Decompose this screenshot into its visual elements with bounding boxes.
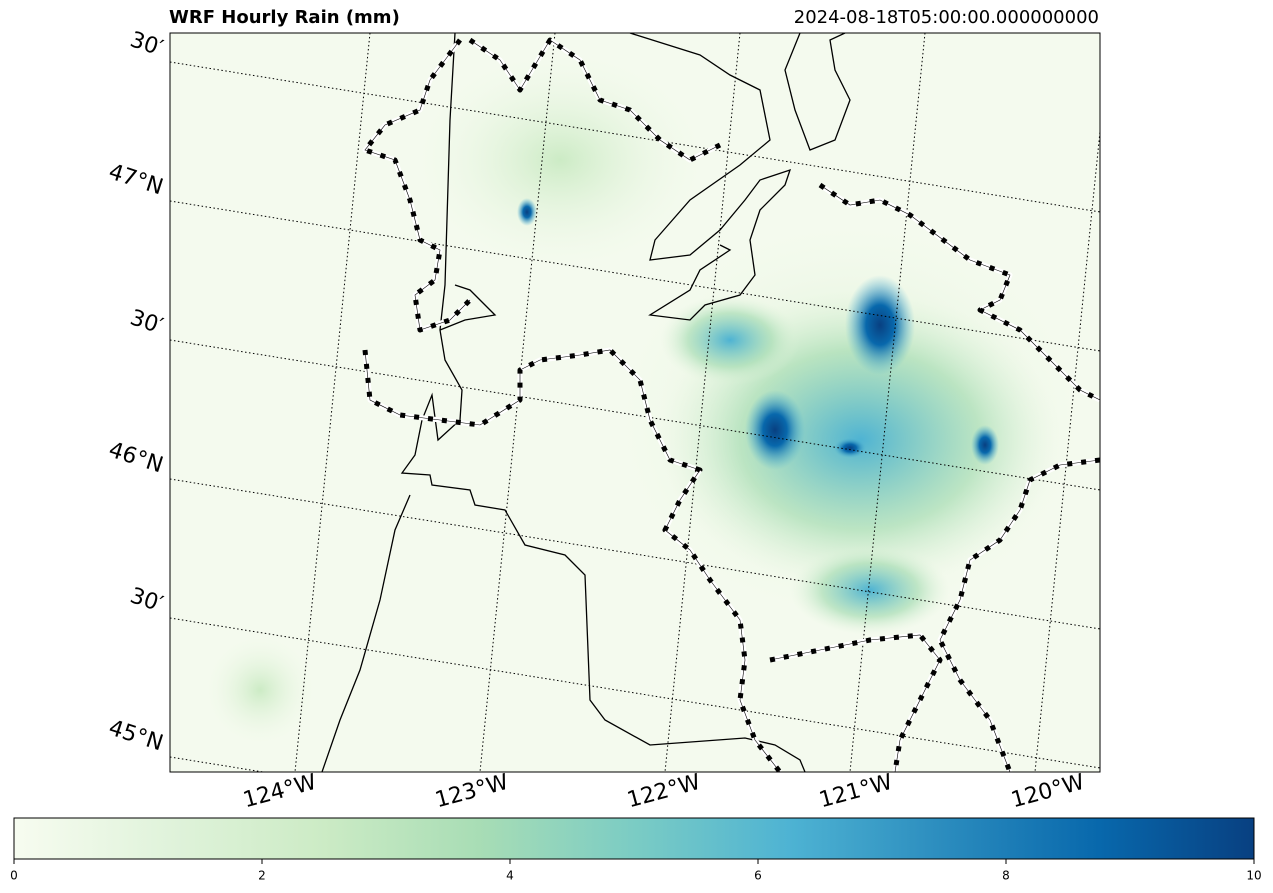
colorbar	[13, 817, 1255, 860]
map-title: WRF Hourly Rain (mm)	[169, 7, 400, 28]
rain-area	[400, 40, 720, 280]
latitude-label: 30′	[127, 583, 166, 617]
longitude-label: 121°W	[817, 770, 896, 814]
longitude-label: 122°W	[625, 770, 704, 814]
rain-contour	[364, 349, 781, 772]
rain-area	[790, 545, 950, 635]
rain-contour	[769, 634, 941, 772]
rain-core	[845, 275, 915, 375]
latitude-label: 30′	[127, 27, 166, 61]
latitude-line	[170, 339, 1100, 491]
latitude-label: 45°N	[106, 716, 166, 757]
coastline	[439, 284, 497, 331]
rain-contour	[469, 39, 721, 161]
rain-core	[745, 390, 805, 470]
latitude-line	[170, 200, 1100, 352]
latitude-label: 46°N	[106, 438, 166, 479]
rain-contours	[362, 37, 1100, 772]
rain-contour	[939, 459, 1100, 772]
longitude-label: 124°W	[241, 770, 320, 814]
colorbar-tick-label: 10	[1246, 869, 1261, 883]
latitude-label: 47°N	[106, 160, 166, 201]
graticule	[170, 33, 1100, 772]
colorbar-tick-label: 4	[506, 869, 514, 883]
colorbar-tick-label: 6	[754, 869, 762, 883]
map-area	[170, 33, 1100, 772]
coastline	[784, 33, 851, 151]
colorbar-tick-label: 2	[258, 869, 266, 883]
rain-contour	[364, 39, 471, 331]
colorbar-tick-label: 8	[1002, 869, 1010, 883]
coastline	[629, 33, 792, 321]
colorbar-tick-label: 0	[10, 869, 18, 883]
rain-core	[971, 425, 999, 465]
latitude-line	[170, 617, 1100, 769]
longitude-label: 123°W	[433, 770, 512, 814]
latitude-line	[170, 61, 1100, 213]
latitude-label: 30′	[127, 305, 166, 339]
rain-contour	[819, 184, 1100, 401]
coastlines	[321, 33, 851, 772]
latitude-line	[170, 478, 1100, 630]
rain-core	[517, 198, 537, 226]
coastline	[400, 33, 806, 772]
map-frame	[169, 32, 1101, 773]
rain-field	[200, 40, 1100, 750]
rain-area	[200, 630, 320, 750]
rain-core	[834, 438, 866, 458]
coastline	[321, 494, 411, 772]
map-timestamp: 2024-08-18T05:00:00.000000000	[794, 7, 1099, 28]
longitude-label: 120°W	[1009, 770, 1088, 814]
rain-area	[660, 295, 800, 385]
